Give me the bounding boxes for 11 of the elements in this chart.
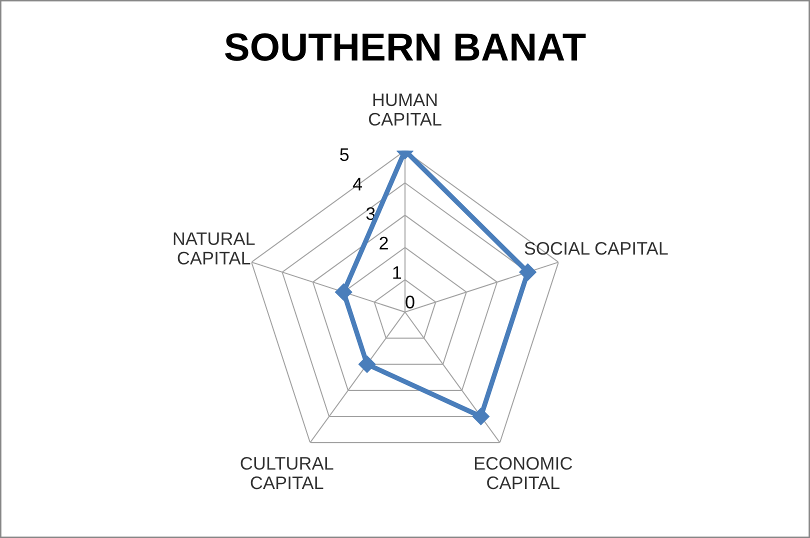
spoke-label: HUMAN CAPITAL: [368, 94, 442, 126]
spoke-label: CULTURAL CAPITAL: [240, 456, 334, 490]
y-tick-label: 5: [340, 148, 349, 162]
y-tick-label: 1: [393, 266, 402, 279]
y-tick-label: 0: [406, 296, 414, 308]
y-tick-label: 2: [380, 236, 388, 250]
y-tick-label: 4: [352, 178, 362, 190]
spoke-label: NATURAL CAPITAL: [174, 232, 255, 265]
spoke-label: SOCIAL CAPITAL: [524, 242, 668, 255]
spoke-label: ECONOMIC CAPITAL: [474, 456, 572, 490]
chart-title: SOUTHERN BANAT: [224, 33, 586, 61]
